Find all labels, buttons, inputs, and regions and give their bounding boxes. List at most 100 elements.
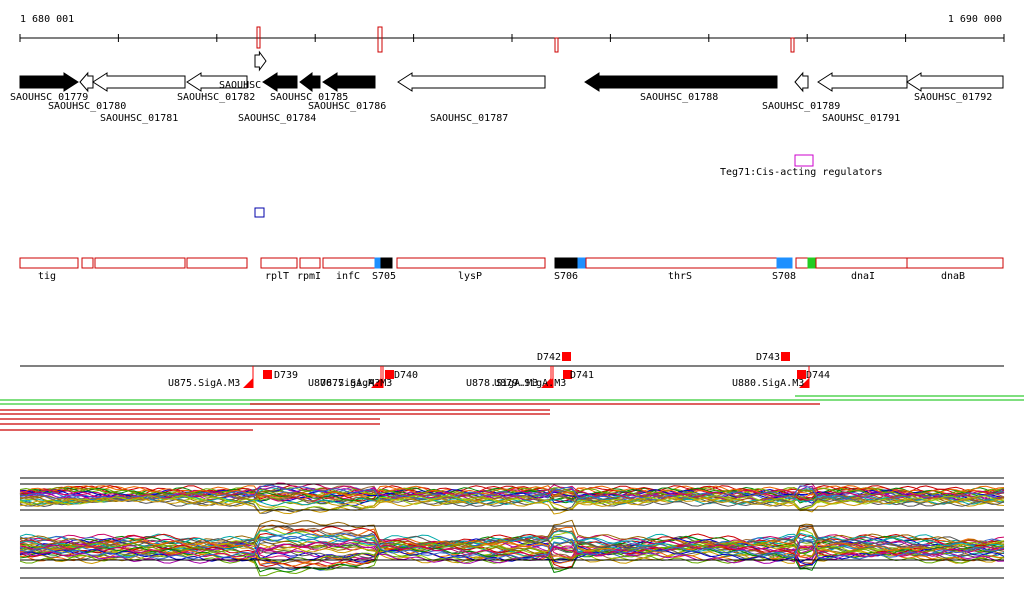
feature-box (380, 257, 393, 269)
feature-box (906, 257, 1004, 269)
promoter-flag (243, 378, 253, 388)
feature-box (554, 257, 579, 269)
promoter-label: U877.SigA.M3 (320, 378, 392, 389)
feature-label: dnaI (851, 271, 875, 282)
marker-label: D739 (274, 370, 298, 381)
gene-arrow (19, 72, 79, 92)
feature-label: tig (38, 271, 56, 282)
feature-box (795, 257, 809, 269)
feature-box (260, 257, 298, 269)
feature-box (322, 257, 376, 269)
gene-label: SAOUHSC_01791 (822, 113, 900, 124)
trace (19, 496, 1005, 515)
gene-arrow (906, 72, 1004, 92)
gene-label: SAOUHSC (219, 80, 261, 91)
gene-label: SAOUHSC_01779 (10, 92, 88, 103)
trace (19, 532, 1005, 560)
promoter-label: U880.SigA.M3 (732, 378, 804, 389)
trace (19, 482, 1005, 500)
small-box (254, 207, 265, 218)
coverage-lines (0, 395, 1024, 431)
marker-box (781, 352, 790, 361)
trace (19, 551, 1005, 577)
marker-box (562, 352, 571, 361)
marker-box (563, 370, 572, 379)
promoter-label: U875.SigA.M3 (168, 378, 240, 389)
feature-box (585, 257, 778, 269)
marker-label: D744 (806, 370, 830, 381)
ruler-start: 1 680 001 (20, 14, 74, 25)
trace (19, 485, 1005, 499)
feature-box (81, 257, 94, 269)
promoter-flag (373, 378, 383, 388)
marker-box (263, 370, 272, 379)
feature-box (94, 257, 186, 269)
gene-arrow (817, 72, 908, 92)
feature-box (807, 257, 817, 269)
promoter-label: U879.SigA.M3 (494, 378, 566, 389)
promoter-flag (799, 378, 809, 388)
gene-label: SAOUHSC_01782 (177, 92, 255, 103)
gene-arrow (92, 72, 186, 92)
gene-arrow (584, 72, 778, 92)
trace (19, 548, 1005, 566)
gene-label: SAOUHSC_01786 (308, 101, 386, 112)
feature-box (186, 257, 248, 269)
trace (19, 530, 1005, 549)
gene-label: SAOUHSC_01789 (762, 101, 840, 112)
feature-label: dnaB (941, 271, 965, 282)
gene-arrow (262, 72, 298, 92)
gene-label: SAOUHSC_01780 (48, 101, 126, 112)
feature-label: rpmI (297, 271, 321, 282)
feature-box (577, 257, 587, 269)
marker-box (797, 370, 806, 379)
feature-label: S708 (772, 271, 796, 282)
promoter-label: U876.SigA.M3 (308, 378, 380, 389)
gene-arrow (299, 72, 321, 92)
gene-label: SAOUHSC_01781 (100, 113, 178, 124)
gene-arrow (794, 71, 809, 93)
gene-arrow (397, 72, 546, 92)
regulator-box (794, 154, 814, 167)
feature-label: lysP (458, 271, 482, 282)
trace (19, 485, 1005, 502)
expression-traces (19, 477, 1005, 579)
gene-label: SAOUHSC_01784 (238, 113, 316, 124)
gene-arrow (79, 71, 94, 93)
feature-box (396, 257, 546, 269)
marker-box (385, 370, 394, 379)
tss-box (256, 26, 261, 49)
marker-label: D740 (394, 370, 418, 381)
feature-label: S705 (372, 271, 396, 282)
trace (19, 537, 1005, 559)
trace (19, 497, 1005, 514)
trace (19, 484, 1005, 502)
feature-box (374, 257, 382, 269)
feature-box (19, 257, 79, 269)
promoter-flag (543, 378, 553, 388)
gene-arrow (254, 50, 267, 72)
feature-label: thrS (668, 271, 692, 282)
marker-label: D742 (537, 352, 561, 363)
ruler-end: 1 690 000 (948, 14, 1002, 25)
tss-box (790, 37, 795, 53)
gene-label: SAOUHSC_01787 (430, 113, 508, 124)
trace (20, 539, 1005, 556)
trace (19, 486, 1005, 504)
feature-box (776, 257, 793, 269)
gene-label: SAOUHSC_01788 (640, 92, 718, 103)
feature-box (815, 257, 908, 269)
feature-box (299, 257, 321, 269)
marker-label: D741 (570, 370, 594, 381)
trace (19, 540, 1005, 567)
trace (19, 542, 1005, 563)
gene-arrow (322, 72, 376, 92)
gene-label: SAOUHSC_01792 (914, 92, 992, 103)
tss-box (377, 26, 383, 53)
feature-label: rplT (265, 271, 289, 282)
feature-label: infC (336, 271, 360, 282)
marker-label: D743 (756, 352, 780, 363)
tss-box (554, 37, 559, 53)
